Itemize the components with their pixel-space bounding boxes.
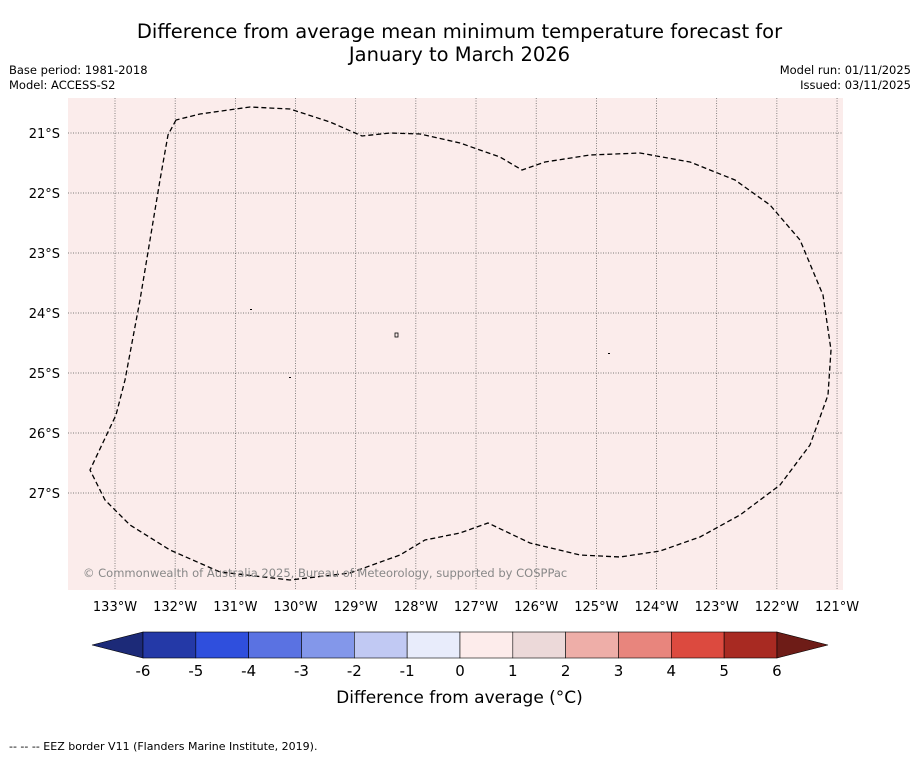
- latitude-ticks: 21°S 22°S 23°S 24°S 25°S 26°S 27°S: [29, 127, 60, 502]
- islands: [250, 309, 610, 378]
- longitude-tick-label: 125°W: [574, 600, 618, 615]
- colorbar-cell: [142, 631, 197, 659]
- longitude-tick-label: 124°W: [634, 600, 678, 615]
- latitude-tick-label: 23°S: [29, 247, 60, 262]
- colorbar: -6 -5 -4 -3 -2 -1 0 1 2 3 4 5 6: [91, 631, 829, 680]
- colorbar-tick-label: -4: [241, 662, 256, 680]
- colorbar-cell: [248, 631, 302, 659]
- longitude-tick-label: 133°W: [93, 600, 137, 615]
- longitude-tick-label: 129°W: [334, 600, 378, 615]
- longitude-tick-label: 122°W: [755, 600, 799, 615]
- latitude-tick-label: 25°S: [29, 367, 60, 382]
- colorbar-tick-label: 4: [667, 662, 677, 680]
- colorbar-cell: [406, 631, 461, 659]
- colorbar-cell: [565, 631, 619, 659]
- model-run: Model run: 01/11/2025: [779, 63, 911, 77]
- latitude-tick-label: 24°S: [29, 307, 60, 322]
- colorbar-cell: [354, 631, 408, 659]
- colorbar-label: Difference from average (°C): [336, 688, 583, 708]
- latitude-tick-label: 21°S: [29, 127, 60, 142]
- latitude-tick-label: 22°S: [29, 187, 60, 202]
- colorbar-tick-label: -5: [188, 662, 203, 680]
- eez-border: [89, 106, 832, 581]
- graticule: [68, 98, 843, 590]
- longitude-tick-label: 123°W: [695, 600, 739, 615]
- latitude-tick-label: 26°S: [29, 427, 60, 442]
- colorbar-cell: [723, 631, 778, 659]
- longitude-tick-label: 131°W: [213, 600, 257, 615]
- colorbar-cell: [670, 631, 725, 659]
- colorbar-cell: [618, 631, 672, 659]
- colorbar-cell: [301, 631, 355, 659]
- colorbar-tick-label: 6: [772, 662, 782, 680]
- longitude-tick-label: 132°W: [153, 600, 197, 615]
- longitude-tick-label: 128°W: [394, 600, 438, 615]
- colorbar-cell: [195, 631, 249, 659]
- colorbar-tick-label: -3: [294, 662, 309, 680]
- colorbar-tick-label: 3: [614, 662, 624, 680]
- colorbar-under-arrow: [91, 631, 144, 659]
- figure-title: Difference from average mean minimum tem…: [0, 20, 919, 66]
- base-period: Base period: 1981-2018: [9, 63, 148, 77]
- title-line-1: Difference from average mean minimum tem…: [136, 20, 783, 43]
- longitude-tick-label: 121°W: [815, 600, 859, 615]
- copyright-notice: © Commonwealth of Australia 2025, Bureau…: [83, 566, 567, 580]
- map-background: [68, 98, 843, 590]
- model-name: Model: ACCESS-S2: [9, 78, 116, 92]
- title-line-2: January to March 2026: [348, 43, 571, 66]
- colorbar-tick-label: -6: [136, 662, 151, 680]
- longitude-tick-label: 127°W: [454, 600, 498, 615]
- longitude-tick-label: 126°W: [514, 600, 558, 615]
- longitude-ticks: 133°W 132°W 131°W 130°W 129°W 128°W 127°W 126°W…: [93, 600, 859, 615]
- colorbar-tick-label: 2: [561, 662, 571, 680]
- colorbar-tick-label: -1: [400, 662, 415, 680]
- colorbar-tick-label: 0: [455, 662, 465, 680]
- latitude-tick-label: 27°S: [29, 487, 60, 502]
- colorbar-tick-label: 1: [508, 662, 518, 680]
- colorbar-tick-label: 5: [719, 662, 729, 680]
- colorbar-cell: [512, 631, 566, 659]
- colorbar-tick-label: -2: [347, 662, 362, 680]
- longitude-tick-label: 130°W: [273, 600, 317, 615]
- map-panel: © Commonwealth of Australia 2025, Bureau…: [29, 98, 859, 615]
- footer-note: -- -- -- EEZ border V11 (Flanders Marine…: [9, 740, 318, 753]
- issued-date: Issued: 03/11/2025: [800, 78, 911, 92]
- colorbar-cell: [459, 631, 514, 659]
- colorbar-over-arrow: [776, 631, 829, 659]
